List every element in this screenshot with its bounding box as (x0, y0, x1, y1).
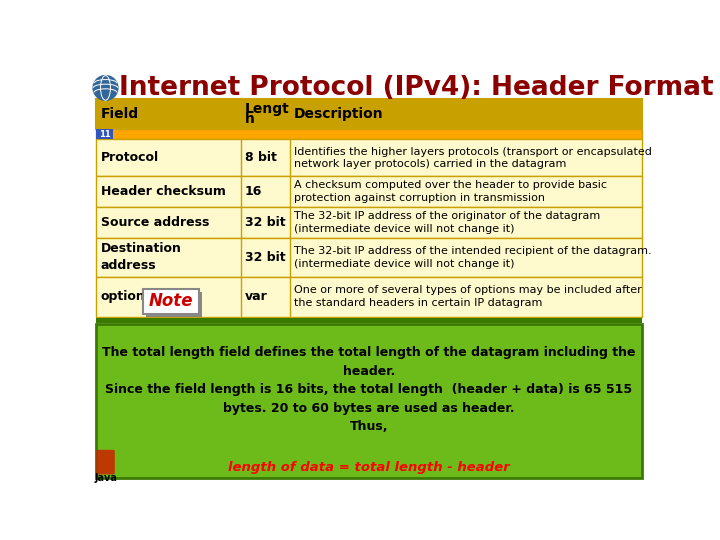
FancyBboxPatch shape (96, 276, 642, 316)
Text: Internet Protocol (IPv4): Header Format: Internet Protocol (IPv4): Header Format (120, 75, 714, 101)
Text: h: h (245, 112, 255, 126)
Text: A checksum computed over the header to provide basic
protection against corrupti: A checksum computed over the header to p… (294, 180, 607, 203)
Text: length of data = total length - header: length of data = total length - header (228, 461, 510, 474)
Text: 32 bit: 32 bit (245, 251, 286, 264)
Text: options: options (101, 290, 153, 303)
Text: var: var (245, 290, 268, 303)
Text: Protocol: Protocol (101, 151, 159, 165)
Text: Identifies the higher layers protocols (transport or encapsulated
network layer : Identifies the higher layers protocols (… (294, 146, 652, 170)
FancyBboxPatch shape (145, 292, 202, 316)
Text: Description: Description (294, 107, 384, 121)
FancyBboxPatch shape (90, 65, 648, 99)
Text: Lengt: Lengt (245, 103, 289, 117)
Text: One or more of several types of options may be included after
the standard heade: One or more of several types of options … (294, 285, 642, 308)
Circle shape (93, 76, 118, 100)
Text: Destination
address: Destination address (101, 242, 181, 272)
FancyBboxPatch shape (96, 238, 642, 276)
Text: 8 bit: 8 bit (245, 151, 277, 165)
Text: The 32-bit IP address of the originator of the datagram
(intermediate device wil: The 32-bit IP address of the originator … (294, 211, 600, 234)
Text: Header checksum: Header checksum (101, 185, 226, 198)
FancyBboxPatch shape (96, 323, 642, 477)
Text: 11: 11 (99, 130, 111, 139)
Text: Java: Java (94, 472, 117, 483)
Text: The 32-bit IP address of the intended recipient of the datagram.
(intermediate d: The 32-bit IP address of the intended re… (294, 246, 652, 269)
Text: The total length field defines the total length of the datagram including the
he: The total length field defines the total… (102, 346, 636, 433)
FancyBboxPatch shape (96, 129, 642, 139)
FancyBboxPatch shape (96, 318, 642, 323)
Text: 32 bit: 32 bit (245, 216, 286, 229)
FancyBboxPatch shape (96, 207, 642, 238)
Text: 16: 16 (245, 185, 262, 198)
FancyBboxPatch shape (96, 450, 114, 475)
FancyBboxPatch shape (143, 289, 199, 314)
Text: Source address: Source address (101, 216, 210, 229)
FancyBboxPatch shape (96, 99, 642, 129)
FancyBboxPatch shape (96, 139, 642, 177)
Text: Field: Field (101, 107, 139, 121)
FancyBboxPatch shape (96, 129, 113, 139)
FancyBboxPatch shape (96, 177, 642, 207)
Text: Note: Note (148, 292, 193, 310)
